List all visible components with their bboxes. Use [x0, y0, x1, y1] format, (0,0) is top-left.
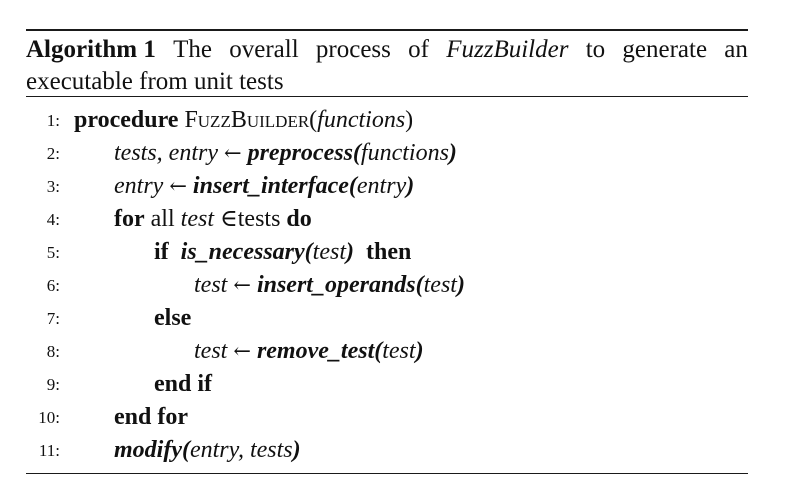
caption-word: to: [585, 36, 606, 63]
assign-arrow: ←: [233, 339, 251, 363]
line-number: 11:: [38, 441, 60, 460]
function-call: is_necessary(: [180, 239, 313, 265]
caption-word: generate: [622, 36, 708, 63]
paren: ): [415, 338, 424, 364]
assign-target: test: [194, 272, 228, 298]
keyword-for: for: [114, 206, 145, 232]
paren: ): [292, 437, 301, 463]
element-of-tests: ∈tests: [219, 206, 281, 232]
line-number: 10:: [38, 408, 60, 427]
procedure-name: FuzzBuilder: [184, 107, 310, 133]
algorithm-caption-line-2: executable from unit tests: [26, 68, 284, 95]
bottom-rule: [26, 473, 748, 474]
function-call: modify(: [114, 437, 190, 463]
algorithm-label: Algorithm 1: [26, 36, 156, 63]
assign-target: tests, entry: [114, 140, 218, 166]
keyword-end-for: end for: [114, 404, 188, 430]
line-number: 4:: [46, 210, 60, 229]
argument: entry: [356, 173, 407, 199]
line-number: 8:: [46, 342, 60, 361]
assign-arrow: ←: [169, 174, 187, 198]
caption-word: process: [315, 36, 391, 63]
argument: test: [423, 272, 457, 298]
argument: entry, tests: [189, 437, 293, 463]
keyword-do: do: [286, 206, 312, 232]
keyword-then: then: [365, 239, 412, 265]
function-call: preprocess(: [247, 140, 361, 166]
text-all: all: [150, 206, 175, 232]
keyword-procedure: procedure: [74, 107, 179, 133]
paren: (: [309, 107, 318, 133]
function-call: remove_test(: [256, 338, 383, 364]
caption-word: The: [173, 36, 212, 63]
line-number: 5:: [46, 243, 60, 262]
loop-variable: test: [180, 206, 214, 232]
caption-word: of: [408, 36, 429, 63]
line-number: 2:: [46, 144, 60, 163]
caption-word: an: [724, 36, 748, 63]
line-number: 9:: [46, 375, 60, 394]
argument: functions: [360, 140, 449, 166]
line-number: 1:: [46, 111, 60, 130]
assign-arrow: ←: [233, 273, 251, 297]
caption-word-fuzzbuilder: FuzzBuilder: [446, 36, 569, 63]
paren: ): [405, 107, 414, 133]
keyword-end-if: end if: [154, 371, 213, 397]
line-number: 7:: [46, 309, 60, 328]
argument: functions: [317, 107, 406, 133]
keyword-if: if: [154, 239, 169, 265]
assign-target: test: [194, 338, 228, 364]
line-number: 3:: [46, 177, 60, 196]
argument: test: [312, 239, 346, 265]
paren: ): [456, 272, 465, 298]
assign-target: entry: [114, 173, 164, 199]
top-rule: [26, 29, 748, 31]
caption-rule: [26, 96, 748, 97]
algorithm-block: Algorithm 1 The overall process of FuzzB…: [26, 0, 748, 495]
argument: test: [382, 338, 416, 364]
function-call: insert_operands(: [256, 272, 424, 298]
paren: ): [345, 239, 354, 265]
function-call: insert_interface(: [192, 173, 357, 199]
algorithm-caption: Algorithm 1 The overall process of FuzzB…: [26, 34, 748, 66]
assign-arrow: ←: [223, 141, 242, 165]
caption-word: overall: [229, 36, 299, 63]
keyword-else: else: [154, 305, 192, 331]
paren: ): [448, 140, 457, 166]
line-number: 6:: [46, 276, 60, 295]
paren: ): [406, 173, 415, 199]
